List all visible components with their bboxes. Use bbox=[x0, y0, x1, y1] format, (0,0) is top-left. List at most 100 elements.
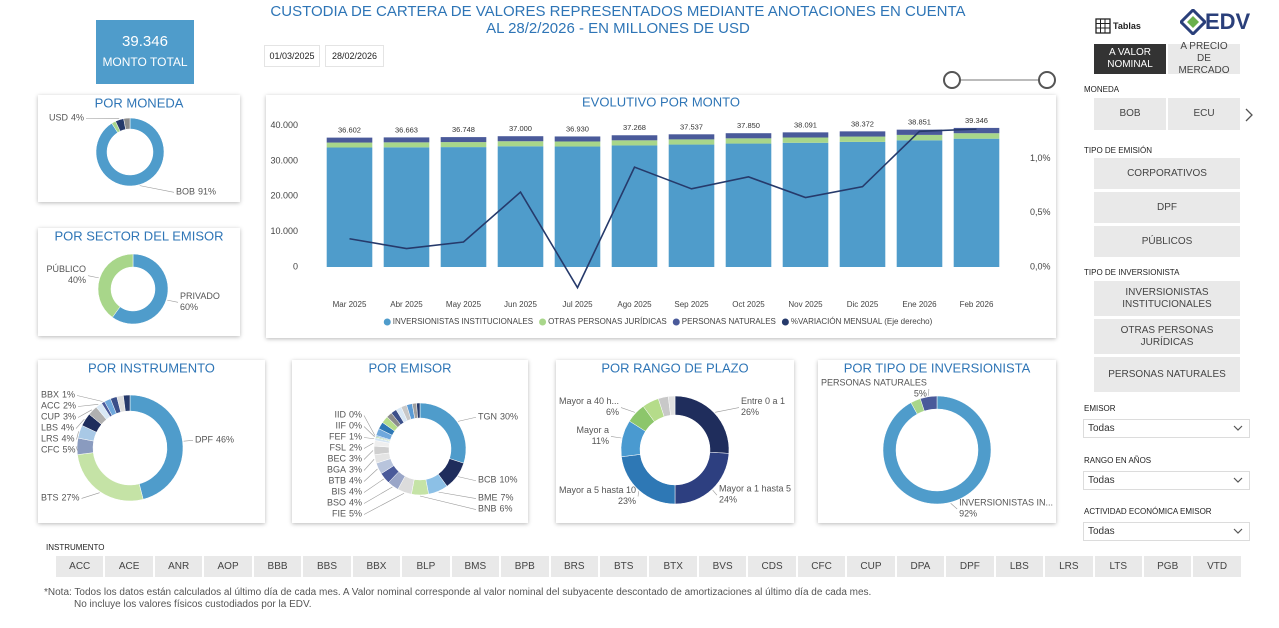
label-value: 40% bbox=[68, 276, 86, 286]
date-end[interactable]: 28/02/2026 bbox=[325, 45, 384, 67]
total-label: 38.091 bbox=[794, 120, 817, 129]
slicer-button[interactable]: LBS bbox=[995, 556, 1044, 577]
label-value: 5% bbox=[349, 509, 362, 519]
bar-segment bbox=[839, 136, 886, 142]
filter-button[interactable]: CORPORATIVOS bbox=[1094, 158, 1240, 189]
legend: INVERSIONISTAS INSTITUCIONALES OTRAS PERS… bbox=[383, 317, 933, 326]
leader-line bbox=[363, 415, 376, 436]
issuer-dropdown[interactable]: Todas bbox=[1083, 419, 1250, 438]
bar-segment bbox=[782, 142, 829, 267]
bar-segment bbox=[896, 134, 943, 141]
slicer-button[interactable]: BTX bbox=[649, 556, 697, 577]
bar-segment bbox=[725, 133, 772, 139]
y-tick-label: 30.000 bbox=[270, 155, 298, 165]
slicer-button[interactable]: BRS bbox=[550, 556, 598, 577]
donut-label: BNB 6% bbox=[478, 504, 513, 514]
range-dropdown[interactable]: Todas bbox=[1083, 471, 1250, 490]
dropdown-value: Todas bbox=[1088, 475, 1115, 486]
slicer-button[interactable]: LTS bbox=[1094, 556, 1142, 577]
date-start[interactable]: 01/03/2025 bbox=[264, 45, 320, 67]
slicer-button[interactable]: BBB bbox=[253, 556, 302, 577]
slicer-button[interactable]: CUP bbox=[847, 556, 895, 577]
slicer-button[interactable]: PGB bbox=[1143, 556, 1192, 577]
label-category: BCB bbox=[478, 475, 497, 485]
bar-segment bbox=[668, 144, 715, 267]
leader-line bbox=[76, 431, 79, 440]
legend-label: PERSONAS NATURALES bbox=[682, 317, 776, 326]
donut-label: CFC 5% bbox=[41, 445, 76, 455]
slicer-button[interactable]: ACE bbox=[105, 556, 153, 577]
donut-label: Mayor a 11% bbox=[576, 425, 609, 446]
kpi-value: 39.346 bbox=[122, 33, 168, 50]
bar-segment bbox=[611, 140, 658, 146]
label-value: 3% bbox=[349, 465, 362, 475]
investor-type-filter: INVERSIONISTAS INSTITUCIONALES OTRAS PERS… bbox=[1094, 281, 1240, 392]
label-category: IIF bbox=[335, 421, 346, 431]
leader-line bbox=[363, 492, 405, 515]
filter-button[interactable]: PÚBLICOS bbox=[1094, 226, 1240, 257]
slicer-button[interactable]: BTS bbox=[599, 556, 648, 577]
y-tick-label: 10.000 bbox=[270, 226, 298, 236]
slicer-button[interactable]: BBS bbox=[303, 556, 351, 577]
slicer-button[interactable]: DPA bbox=[896, 556, 945, 577]
combo-chart: EVOLUTIVO POR MONTO 0 10.000 20.000 30.000 40… bbox=[270, 95, 1051, 326]
card: POR EMISOR TGN 30% BCB 10% BME 7% BNB 6% IID 0% IIF… bbox=[292, 360, 528, 523]
leader-line bbox=[363, 468, 378, 482]
leader-line bbox=[363, 459, 375, 471]
filter-button[interactable]: DPF bbox=[1094, 192, 1240, 223]
donut-label: INVERSIONISTAS IN... 92% bbox=[959, 498, 1053, 519]
y-tick-label: 0,5% bbox=[1030, 207, 1051, 217]
label-category: BOB bbox=[176, 187, 195, 197]
leader-line bbox=[712, 489, 718, 496]
slicer-button[interactable]: DPF bbox=[946, 556, 994, 577]
slicer-button[interactable]: LRS bbox=[1045, 556, 1093, 577]
filter-button[interactable]: INVERSIONISTAS INSTITUCIONALES bbox=[1094, 281, 1240, 316]
filter-button[interactable]: ECU bbox=[1168, 98, 1240, 130]
donut-label: TGN 30% bbox=[478, 412, 518, 422]
label-value: 4% bbox=[71, 113, 84, 123]
slider-handle[interactable] bbox=[1038, 71, 1056, 89]
toggle-button[interactable]: A PRECIO DE MERCADO bbox=[1168, 41, 1240, 76]
dropdown-value: Todas bbox=[1088, 526, 1115, 537]
instrument-slicer: ACC ACE ANR AOP BBB BBS BBX BLP BMS BPB BRS BTS BTX B… bbox=[56, 556, 1241, 577]
toggle-button[interactable]: A VALOR NOMINAL bbox=[1094, 44, 1166, 74]
slicer-button[interactable]: ACC bbox=[56, 556, 104, 577]
slicer-button[interactable]: BMS bbox=[451, 556, 500, 577]
leader-line bbox=[139, 185, 175, 193]
card: POR MONEDA BOB 91% USD 4% bbox=[38, 95, 240, 202]
slicer-button[interactable]: VTD bbox=[1193, 556, 1241, 577]
leader-line bbox=[81, 492, 100, 499]
date-slider[interactable] bbox=[940, 68, 1060, 92]
donut-label: BSO 4% bbox=[327, 498, 362, 508]
slider-handle[interactable] bbox=[943, 71, 961, 89]
slicer-button[interactable]: BLP bbox=[402, 556, 450, 577]
x-tick-label: Ago 2025 bbox=[617, 300, 652, 309]
bar-segment bbox=[953, 127, 1000, 134]
scroll-arrow[interactable] bbox=[1244, 108, 1254, 122]
label-category: LBS bbox=[41, 423, 58, 433]
filter-button[interactable]: OTRAS PERSONAS JURÍDICAS bbox=[1094, 319, 1240, 354]
donut-slice bbox=[882, 395, 992, 505]
chevron bbox=[1233, 528, 1243, 534]
donut-label: CUP 3% bbox=[41, 412, 76, 422]
legend-marker bbox=[781, 318, 789, 326]
y-tick-label: 40.000 bbox=[270, 120, 298, 130]
tables-button[interactable]: Tablas bbox=[1113, 21, 1141, 31]
tables-icon[interactable] bbox=[1095, 18, 1111, 34]
activity-dropdown[interactable]: Todas bbox=[1083, 522, 1250, 541]
leader-line bbox=[457, 476, 477, 482]
slicer-button[interactable]: BVS bbox=[698, 556, 747, 577]
leader-line bbox=[610, 436, 622, 439]
slicer-button[interactable]: ANR bbox=[154, 556, 203, 577]
chart-title: POR EMISOR bbox=[368, 360, 451, 375]
slicer-button[interactable]: BPB bbox=[501, 556, 549, 577]
kpi-card: 39.346 MONTO TOTAL bbox=[96, 20, 194, 84]
filter-button[interactable]: BOB bbox=[1094, 98, 1166, 130]
slicer-button[interactable]: CFC bbox=[797, 556, 846, 577]
filter-button[interactable]: PERSONAS NATURALES bbox=[1094, 357, 1240, 392]
slicer-button[interactable]: AOP bbox=[204, 556, 252, 577]
leader-line bbox=[363, 426, 375, 437]
slicer-button[interactable]: BBX bbox=[352, 556, 401, 577]
slicer-button[interactable]: CDS bbox=[748, 556, 796, 577]
bar-segment bbox=[497, 146, 544, 267]
